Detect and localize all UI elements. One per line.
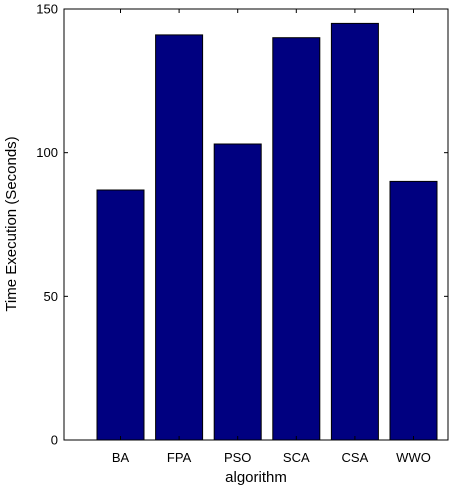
y-tick-label: 100: [36, 145, 58, 160]
bar-sca: [272, 37, 321, 441]
bar-pso: [213, 143, 262, 441]
y-tick-label: 0: [51, 433, 58, 448]
bar-ba: [96, 189, 145, 441]
bar-fpa: [155, 34, 204, 441]
x-tick-label: CSA: [342, 450, 369, 465]
bar-csa: [330, 22, 379, 441]
x-axis-ticks: BA FPA PSO SCA CSA WWO: [112, 9, 431, 465]
x-tick-label: SCA: [283, 450, 310, 465]
x-tick-label: WWO: [396, 450, 431, 465]
bars-group: [96, 22, 438, 441]
y-tick-label: 150: [36, 2, 58, 17]
bar-wwo: [389, 180, 438, 441]
x-tick-label: PSO: [224, 450, 251, 465]
x-axis-title: algorithm: [225, 469, 287, 486]
x-tick-label: BA: [112, 450, 130, 465]
y-axis-title: Time Execution (Seconds): [3, 136, 20, 311]
x-tick-label: FPA: [167, 450, 192, 465]
y-axis-ticks: 0 50 100 150: [36, 2, 448, 448]
y-tick-label: 50: [44, 289, 58, 304]
